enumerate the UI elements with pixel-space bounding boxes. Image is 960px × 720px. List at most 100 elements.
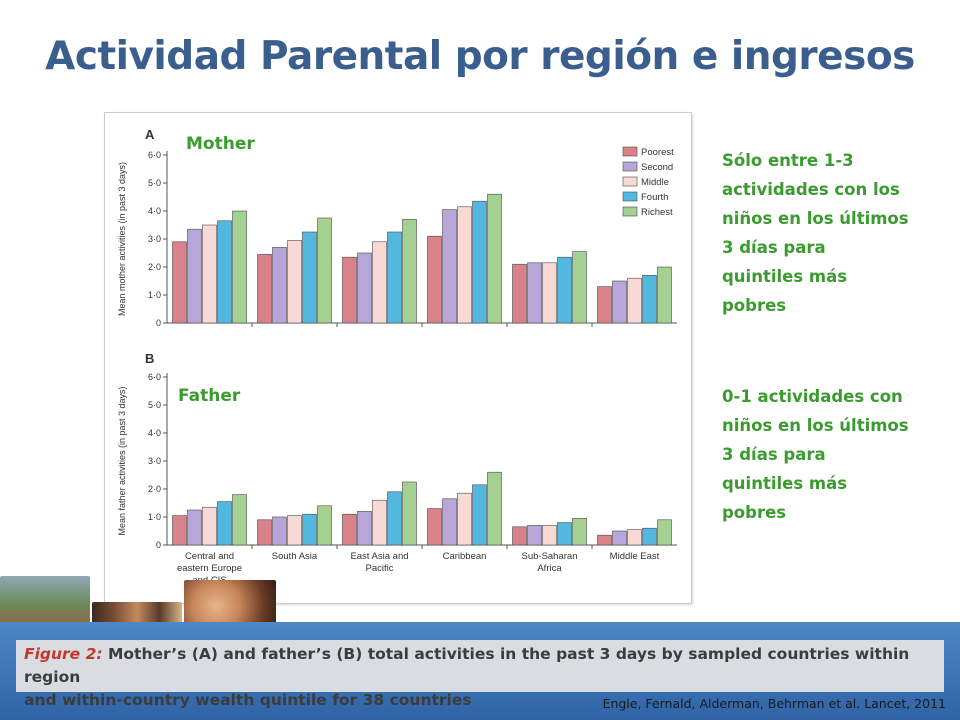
father-note: 0-1 actividades con niños en los últimos… (722, 382, 942, 527)
bar (287, 240, 302, 324)
x-tick-label: eastern Europe (177, 563, 242, 574)
bar (172, 515, 187, 546)
y-tick-label: 5·0 (148, 400, 161, 410)
caption-text-2: and within-country wealth quintile for 3… (24, 691, 472, 709)
father-note-line: niños en los últimos (722, 416, 909, 435)
bar (427, 235, 442, 324)
bar (372, 241, 387, 324)
bar (202, 224, 217, 324)
y-tick-label: 2·0 (148, 262, 161, 272)
legend-swatch (622, 176, 638, 187)
bar (272, 516, 287, 546)
father-label: Father (178, 386, 241, 406)
mother-note-line: Sólo entre 1-3 (722, 151, 854, 170)
bar (287, 515, 302, 546)
x-tick-label: Middle East (610, 551, 660, 562)
bar (172, 241, 187, 324)
x-tick-label: East Asia and (350, 551, 408, 562)
bar-chart-svg: A 0 1·0 2·0 3·0 4·0 5·0 6·0 Mean mother activiti… (117, 127, 677, 586)
bar (457, 206, 472, 324)
bar (597, 286, 612, 324)
bar (217, 501, 232, 546)
bar (487, 193, 502, 324)
bar (232, 210, 247, 324)
bar (612, 530, 627, 546)
bar (427, 508, 442, 546)
bar (542, 262, 557, 324)
bar (612, 280, 627, 324)
bar (217, 220, 232, 324)
mother-label: Mother (186, 134, 255, 154)
bar (657, 519, 672, 546)
bar (187, 509, 202, 546)
bar (627, 277, 642, 324)
bar (527, 525, 542, 546)
y-tick-label: 3·0 (148, 234, 161, 244)
panel-letter: B (145, 351, 154, 366)
legend-label: Fourth (641, 192, 668, 203)
bar (302, 513, 317, 546)
father-note-line: quintiles más (722, 474, 848, 493)
bar (317, 505, 332, 546)
legend-label: Second (641, 162, 673, 173)
chart-figure: A 0 1·0 2·0 3·0 4·0 5·0 6·0 Mean mother activiti… (104, 112, 692, 604)
bar (642, 527, 657, 546)
y-tick-label: 6·0 (148, 372, 161, 382)
mother-note-line: quintiles más (722, 267, 848, 286)
y-tick-label: 1·0 (148, 290, 161, 300)
bar (487, 471, 502, 546)
bar (442, 209, 457, 324)
bar (597, 534, 612, 546)
bar (572, 518, 587, 546)
y-tick-label: 0 (156, 540, 161, 550)
y-tick-label: 6·0 (148, 150, 161, 160)
bar (402, 481, 417, 546)
mother-note-line: actividades con los (722, 180, 900, 199)
bar (357, 252, 372, 324)
bar (342, 513, 357, 546)
y-axis-label: Mean father activities (in past 3 days) (117, 386, 127, 535)
bar (187, 228, 202, 324)
bar (257, 254, 272, 324)
figure-label: Figure 2: (24, 645, 103, 663)
legend-label: Middle (641, 177, 669, 188)
legend-swatch (622, 206, 638, 217)
caption-text-1: Mother’s (A) and father’s (B) total acti… (24, 645, 910, 686)
x-tick-label: Pacific (366, 563, 394, 574)
bar (357, 511, 372, 546)
bar (457, 492, 472, 546)
y-tick-label: 0 (156, 318, 161, 328)
caption-line-1: Figure 2: Mother’s (A) and father’s (B) … (24, 643, 936, 689)
father-note-line: 3 días para (722, 445, 826, 464)
bar (557, 522, 572, 546)
x-tick-label: Central and (185, 551, 234, 562)
y-tick-label: 1·0 (148, 512, 161, 522)
bar (512, 263, 527, 324)
bar (542, 525, 557, 546)
bar (302, 231, 317, 324)
bar (642, 275, 657, 324)
citation: Engle, Fernald, Alderman, Behrman et al.… (602, 696, 946, 711)
figure-caption: Figure 2: Mother’s (A) and father’s (B) … (16, 640, 944, 709)
bar (372, 499, 387, 546)
mother-note-line: pobres (722, 296, 787, 315)
father-note-line: pobres (722, 503, 787, 522)
bar (472, 200, 487, 324)
legend-swatch (622, 191, 638, 202)
bar (557, 256, 572, 324)
legend-swatch (622, 146, 638, 157)
mother-note-line: niños en los últimos (722, 209, 909, 228)
mother-note-line: 3 días para (722, 238, 826, 257)
bar (472, 484, 487, 546)
bar (657, 266, 672, 324)
bar (317, 217, 332, 324)
bar (572, 251, 587, 324)
bar (442, 498, 457, 546)
slide-title: Actividad Parental por región e ingresos (45, 34, 915, 79)
y-tick-label: 5·0 (148, 178, 161, 188)
bar (202, 506, 217, 546)
y-tick-label: 3·0 (148, 456, 161, 466)
legend-swatch (622, 161, 638, 172)
y-axis-label: Mean mother activities (in past 3 days) (117, 162, 127, 316)
bar (387, 491, 402, 546)
